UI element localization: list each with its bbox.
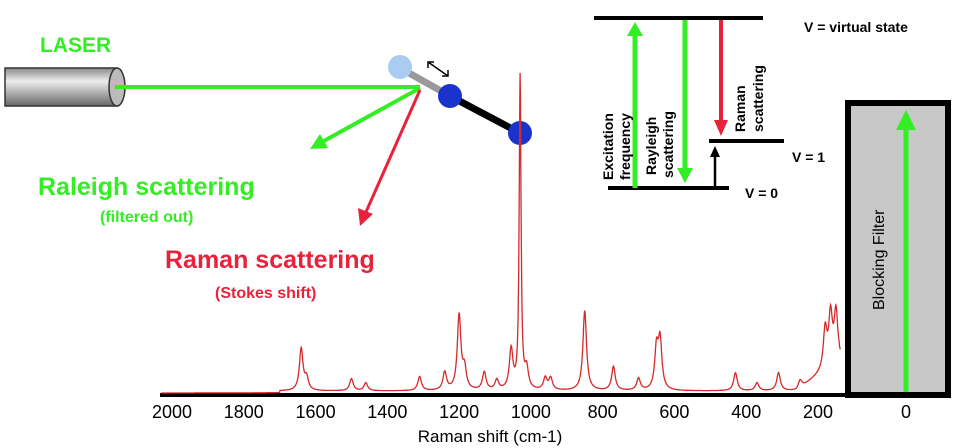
raman-arrow-label-2: scattering xyxy=(750,65,766,132)
laser-label: LASER xyxy=(40,34,111,57)
raman-spectrum-line xyxy=(161,72,841,394)
x-tick-label: 1400 xyxy=(367,402,407,422)
x-tick-label: 1600 xyxy=(296,402,336,422)
x-tick-label: 600 xyxy=(659,402,689,422)
x-tick-label: 1200 xyxy=(439,402,479,422)
raman-arrow xyxy=(358,89,422,226)
x-tick-label: 1800 xyxy=(224,402,264,422)
v0-label: V = 0 xyxy=(745,185,778,201)
blocking-filter xyxy=(845,100,951,398)
filter-zero-tick: 0 xyxy=(901,402,911,422)
molecule-icon xyxy=(388,55,532,145)
v1-label: V = 1 xyxy=(792,149,825,165)
x-tick-label: 2000 xyxy=(152,402,192,422)
rayleigh-label: Raleigh scattering xyxy=(38,173,255,201)
raman-note: (Stokes shift) xyxy=(215,285,316,302)
x-tick-label: 1000 xyxy=(511,402,551,422)
rayleigh-arrow-label-2: scattering xyxy=(660,111,676,178)
rayleigh-arrow-label-1: Rayleigh xyxy=(643,117,659,175)
laser-icon xyxy=(4,67,126,107)
virtual-state-label: V = virtual state xyxy=(804,19,908,35)
excitation-label-1: Excitation xyxy=(600,113,616,180)
blocking-filter-label: Blocking Filter xyxy=(871,209,888,310)
rayleigh-note: (filtered out) xyxy=(100,209,193,226)
excitation-label-2: frequency xyxy=(617,113,633,180)
raman-arrow-label-1: Raman xyxy=(732,85,748,132)
x-tick-label: 800 xyxy=(588,402,618,422)
rayleigh-arrow xyxy=(310,86,421,149)
raman-label: Raman scattering xyxy=(165,246,375,274)
vibration-double-arrow-icon xyxy=(427,61,449,77)
x-axis-title: Raman shift (cm-1) xyxy=(418,427,563,446)
x-tick-label: 200 xyxy=(803,402,833,422)
x-tick-label: 400 xyxy=(731,402,761,422)
energy-level-diagram xyxy=(594,16,784,190)
